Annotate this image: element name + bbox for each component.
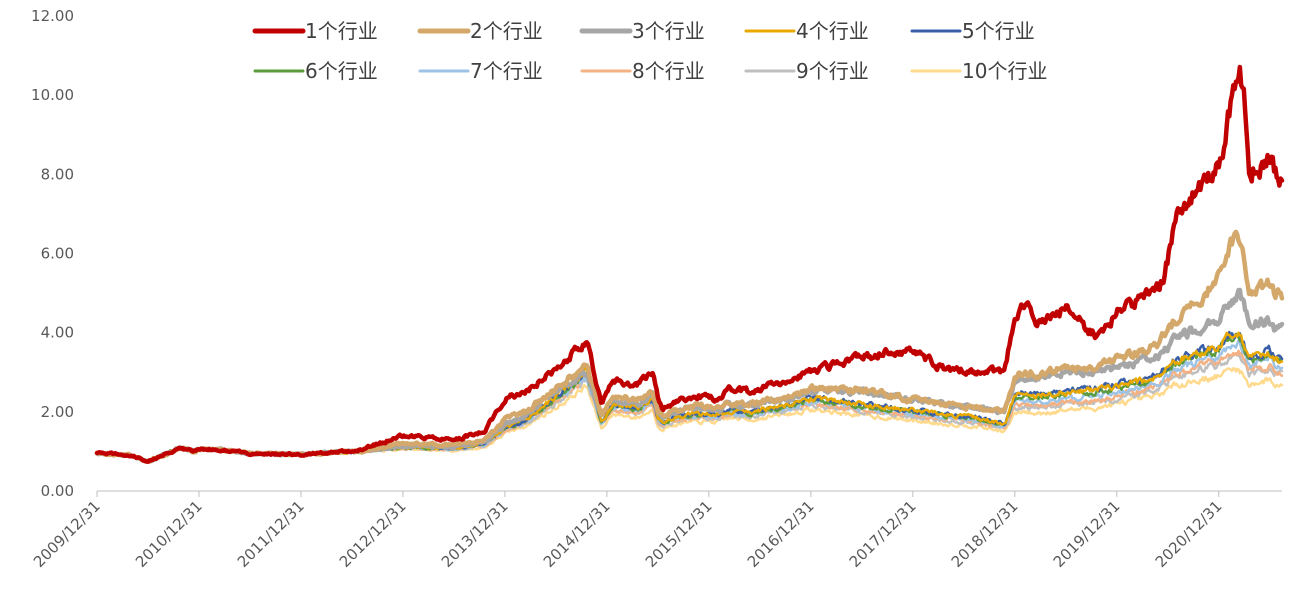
x-tick-label: 2013/12/31 [438, 497, 512, 571]
legend-label: 9个行业 [796, 59, 869, 83]
y-tick-label: 8.00 [41, 165, 74, 183]
y-tick-label: 6.00 [41, 245, 74, 263]
x-tick-label: 2010/12/31 [132, 497, 206, 571]
legend-label: 5个行业 [962, 19, 1035, 43]
y-tick-label: 12.00 [31, 7, 74, 25]
y-tick-label: 0.00 [41, 482, 74, 500]
legend-label: 4个行业 [796, 19, 869, 43]
x-axis: 2009/12/31 2010/12/31 2011/12/31 2012/12/31… [30, 490, 1282, 571]
legend-label: 7个行业 [470, 59, 543, 83]
legend-label: 3个行业 [632, 19, 705, 43]
x-tick-label: 2009/12/31 [30, 497, 104, 571]
x-tick-label: 2018/12/31 [948, 497, 1022, 571]
series-line [94, 287, 1285, 464]
legend: 1个行业 2个行业 3个行业 4个行业 5个行业 6个行业 7个行业 8个行业 9个行业 10个行… [252, 19, 1047, 83]
x-tick-label: 2017/12/31 [846, 497, 920, 571]
legend-label: 2个行业 [470, 19, 543, 43]
x-tick-label: 2016/12/31 [744, 497, 818, 571]
x-tick-label: 2012/12/31 [336, 497, 410, 571]
legend-label: 6个行业 [305, 59, 378, 83]
series-layer [94, 64, 1285, 464]
x-tick-label: 2020/12/31 [1152, 497, 1226, 571]
x-tick-label: 2015/12/31 [642, 497, 716, 571]
y-axis: 0.00 2.00 4.00 6.00 8.00 10.00 12.00 [31, 7, 74, 500]
y-tick-label: 10.00 [31, 86, 74, 104]
x-tick-label: 2011/12/31 [234, 497, 308, 571]
series-line [94, 229, 1285, 464]
series-line [94, 64, 1285, 464]
legend-label: 1个行业 [305, 19, 378, 43]
x-tick-label: 2019/12/31 [1050, 497, 1124, 571]
y-tick-label: 4.00 [41, 324, 74, 342]
legend-label: 8个行业 [632, 59, 705, 83]
x-tick-label: 2014/12/31 [540, 497, 614, 571]
legend-label: 10个行业 [962, 59, 1047, 83]
y-tick-label: 2.00 [41, 403, 74, 421]
